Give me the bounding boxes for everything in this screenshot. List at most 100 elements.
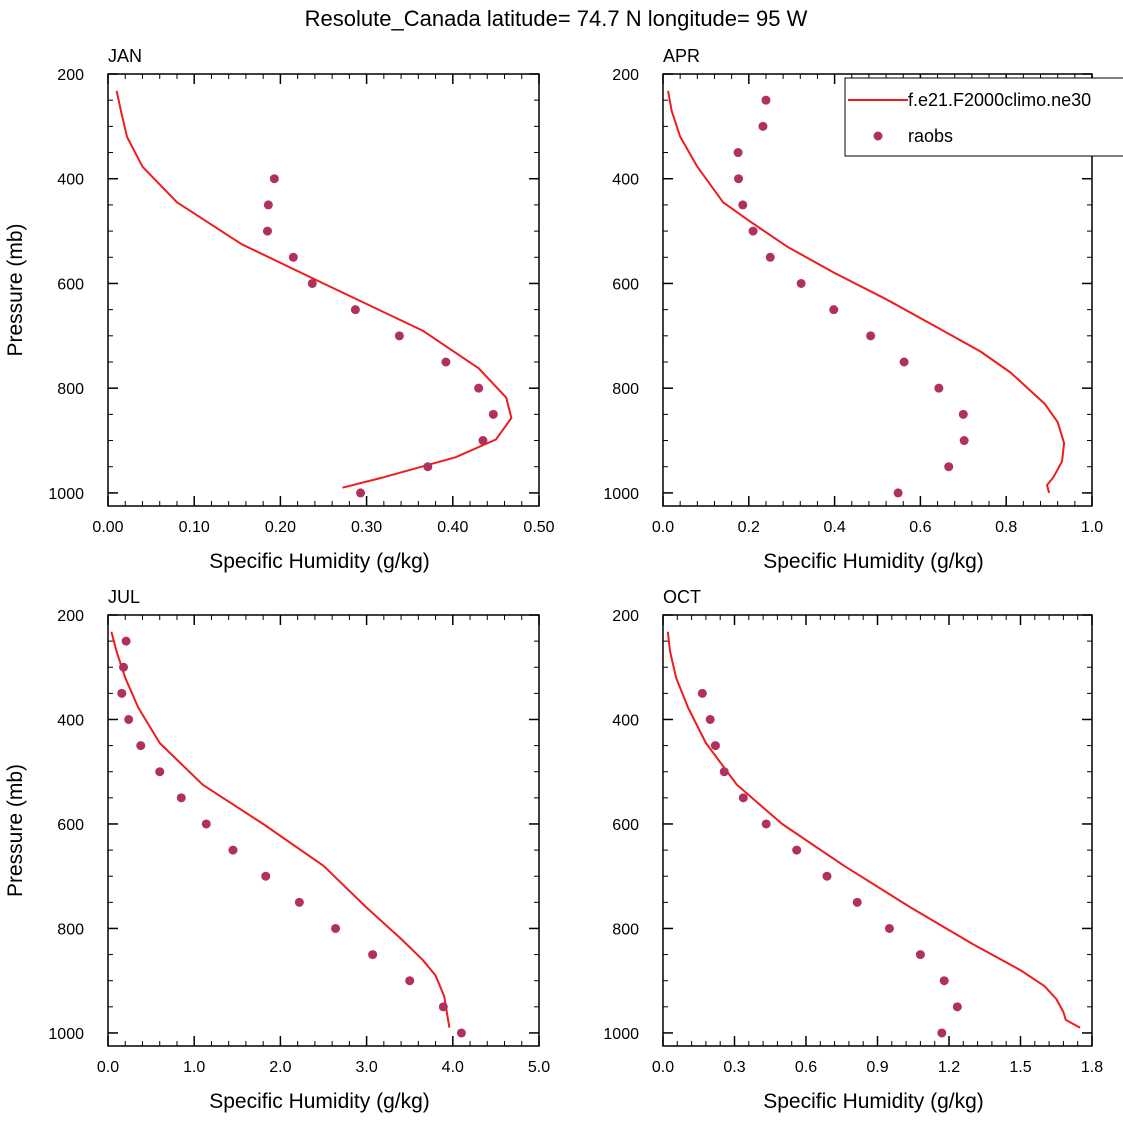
x-tick-label: 0.6 <box>909 519 931 536</box>
x-tick-label: 1.0 <box>1081 519 1103 536</box>
model-profile-line <box>667 90 1066 494</box>
raobs-point <box>934 383 944 393</box>
plot-area <box>667 90 1066 498</box>
raobs-point <box>705 714 715 724</box>
raobs-point <box>765 252 775 262</box>
model-profile-line <box>110 631 451 1028</box>
raobs-point <box>758 121 768 131</box>
raobs-point <box>733 148 743 158</box>
x-tick-label: 0.9 <box>866 1059 888 1076</box>
raobs-point <box>792 845 802 855</box>
raobs-point <box>423 462 433 472</box>
raobs-point <box>474 383 484 393</box>
raobs-point <box>958 409 968 419</box>
raobs-point <box>307 278 317 288</box>
panel-title: JAN <box>108 46 142 66</box>
x-tick-label: 0.3 <box>723 1059 745 1076</box>
raobs-point <box>738 200 748 210</box>
y-tick-label: 400 <box>57 712 84 729</box>
x-tick-label: 4.0 <box>442 1059 464 1076</box>
x-tick-label: 1.8 <box>1081 1059 1103 1076</box>
y-tick-label: 200 <box>612 67 639 84</box>
x-tick-label: 0.0 <box>97 1059 119 1076</box>
plot-area <box>115 90 513 498</box>
raobs-point <box>456 1028 466 1038</box>
raobs-point <box>262 226 272 236</box>
plot-frame <box>107 614 540 1047</box>
plot-area <box>110 631 466 1038</box>
raobs-point <box>761 95 771 105</box>
raobs-point <box>937 1028 947 1038</box>
legend-obs-label: raobs <box>908 126 953 146</box>
panel-oct: 0.0 0.3 0.6 0.9 1.2 1.5 1.8 200 400 600 800 1000 OCT… <box>603 587 1103 1113</box>
y-tick-label: 200 <box>57 67 84 84</box>
raobs-point <box>261 871 271 881</box>
raobs-point <box>368 950 378 960</box>
x-tick-label: 3.0 <box>355 1059 377 1076</box>
raobs-point <box>710 741 720 751</box>
raobs-point <box>761 819 771 829</box>
raobs-point <box>405 976 415 986</box>
raobs-point <box>884 923 894 933</box>
raobs-point <box>438 1002 448 1012</box>
x-tick-label: 0.6 <box>795 1059 817 1076</box>
raobs-point <box>852 897 862 907</box>
legend-box <box>844 77 1123 157</box>
y-tick-label: 200 <box>612 608 639 625</box>
y-tick-label: 1000 <box>603 486 639 503</box>
y-tick-label: 1000 <box>48 1026 84 1043</box>
legend-model-label: f.e21.F2000climo.ne30 <box>908 90 1091 110</box>
raobs-point <box>738 793 748 803</box>
x-tick-label: 1.0 <box>183 1059 205 1076</box>
raobs-point <box>959 436 969 446</box>
x-axis-label: Specific Humidity (g/kg) <box>763 550 984 573</box>
raobs-point <box>488 409 498 419</box>
y-tick-label: 400 <box>612 712 639 729</box>
raobs-point <box>478 436 488 446</box>
x-tick-label: 0.10 <box>179 519 210 536</box>
raobs-point <box>441 357 451 367</box>
plot-area <box>666 631 1081 1038</box>
raobs-point <box>822 871 832 881</box>
panel-jan: 0.00 0.10 0.20 0.30 0.40 0.50 200 400 600 800 1000… <box>4 46 555 573</box>
panel-title: APR <box>663 46 700 66</box>
x-tick-label: 0.40 <box>437 519 468 536</box>
y-tick-label: 800 <box>612 921 639 938</box>
panel-apr: 0.0 0.2 0.4 0.6 0.8 1.0 200 400 600 800 1000 APR Spe… <box>603 46 1103 573</box>
raobs-point <box>394 331 404 341</box>
raobs-point <box>294 897 304 907</box>
y-tick-label: 200 <box>57 608 84 625</box>
legend-obs-swatch <box>873 131 883 141</box>
raobs-point <box>944 462 954 472</box>
panel-jul: 0.0 1.0 2.0 3.0 4.0 5.0 200 400 600 800 1000 JUL Spe… <box>4 587 550 1113</box>
x-tick-label: 1.2 <box>938 1059 960 1076</box>
y-tick-label: 600 <box>612 817 639 834</box>
model-profile-line <box>115 90 513 489</box>
y-tick-label: 600 <box>57 817 84 834</box>
raobs-point <box>201 819 211 829</box>
plot-frame <box>107 73 540 507</box>
raobs-point <box>939 976 949 986</box>
x-tick-label: 0.20 <box>265 519 296 536</box>
raobs-point <box>866 331 876 341</box>
x-tick-label: 5.0 <box>528 1059 550 1076</box>
raobs-point <box>748 226 758 236</box>
model-profile-line <box>666 631 1081 1029</box>
raobs-point <box>117 688 127 698</box>
x-tick-label: 0.50 <box>523 519 554 536</box>
raobs-point <box>899 357 909 367</box>
y-tick-label: 400 <box>612 172 639 189</box>
raobs-point <box>119 662 129 672</box>
x-tick-label: 0.30 <box>351 519 382 536</box>
raobs-point <box>263 200 273 210</box>
raobs-point <box>829 305 839 315</box>
raobs-point <box>796 278 806 288</box>
x-tick-label: 0.0 <box>652 519 674 536</box>
y-axis-label: Pressure (mb) <box>4 764 27 897</box>
y-tick-label: 800 <box>612 381 639 398</box>
y-tick-label: 1000 <box>603 1026 639 1043</box>
x-tick-label: 2.0 <box>269 1059 291 1076</box>
raobs-point <box>697 688 707 698</box>
